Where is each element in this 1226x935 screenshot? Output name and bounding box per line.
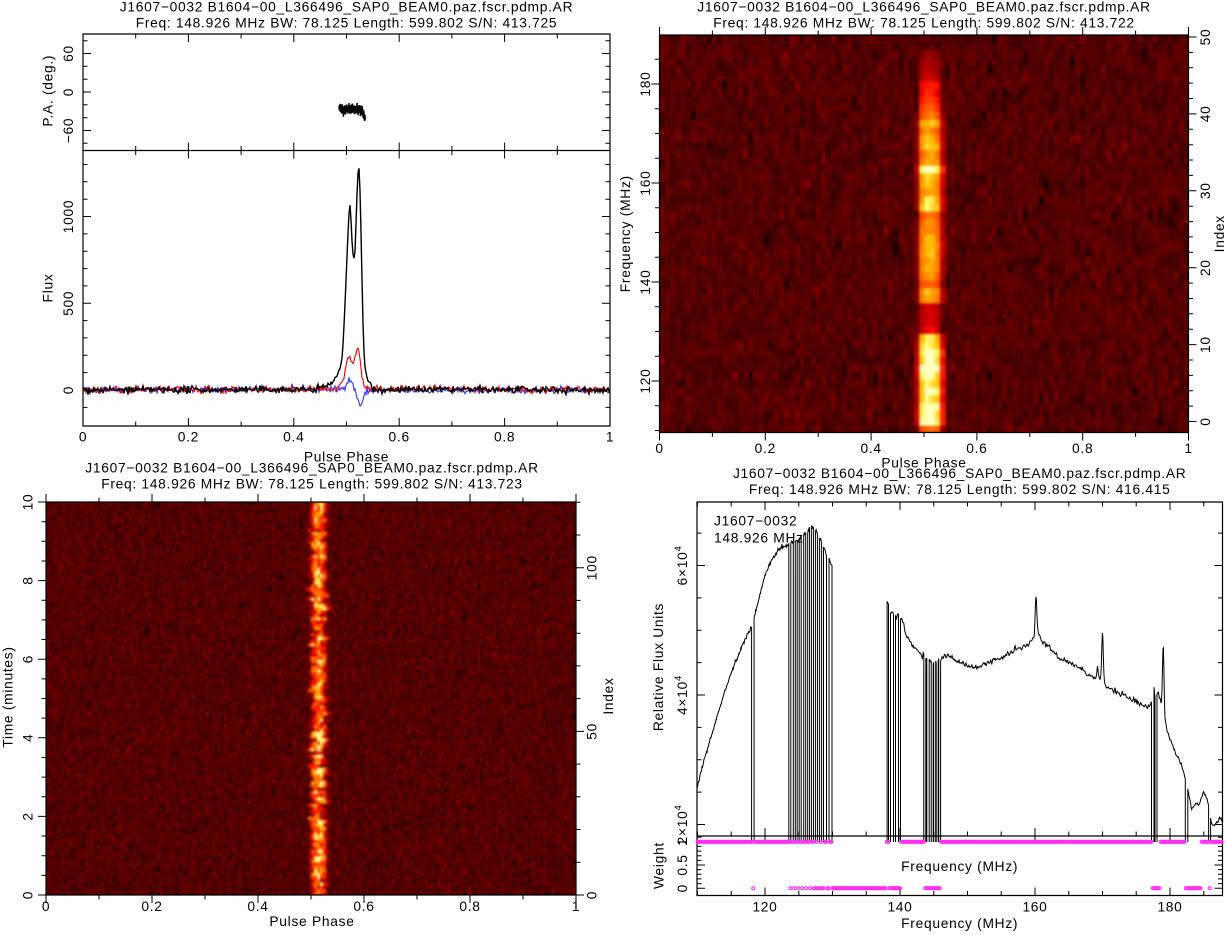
svg-text:1: 1: [572, 899, 580, 914]
svg-text:−60: −60: [61, 118, 76, 144]
svg-text:140: 140: [638, 269, 653, 294]
svg-text:Frequency (MHz): Frequency (MHz): [901, 859, 1018, 874]
svg-text:0.2: 0.2: [141, 899, 162, 914]
svg-text:60: 60: [61, 45, 76, 62]
svg-text:J1607−0032 B1604−00_L366496_SA: J1607−0032 B1604−00_L366496_SAP0_BEAM0.p…: [697, 0, 1150, 15]
svg-text:0.4: 0.4: [860, 441, 881, 456]
svg-text:160: 160: [1022, 900, 1047, 915]
svg-text:0: 0: [21, 891, 36, 899]
svg-text:0.8: 0.8: [1072, 441, 1093, 456]
svg-text:0.2: 0.2: [178, 430, 199, 445]
svg-text:100: 100: [585, 555, 600, 580]
svg-text:0: 0: [1198, 417, 1213, 425]
svg-text:50: 50: [585, 723, 600, 740]
svg-text:180: 180: [1157, 900, 1182, 915]
svg-text:120: 120: [752, 900, 777, 915]
svg-text:8: 8: [21, 576, 36, 584]
svg-text:2×104: 2×104: [673, 805, 690, 845]
svg-text:50: 50: [1198, 29, 1213, 46]
svg-text:4: 4: [21, 734, 36, 742]
svg-text:J1607−0032: J1607−0032: [714, 514, 797, 529]
svg-text:10: 10: [1198, 336, 1213, 353]
svg-text:148.926 MHz: 148.926 MHz: [714, 531, 804, 546]
svg-text:0: 0: [585, 891, 600, 899]
svg-text:0.6: 0.6: [389, 430, 410, 445]
svg-text:J1607−0032 B1604−00_L366496_SA: J1607−0032 B1604−00_L366496_SAP0_BEAM0.p…: [733, 466, 1186, 481]
svg-text:Pulse Phase: Pulse Phase: [881, 456, 966, 471]
svg-text:30: 30: [1198, 182, 1213, 199]
svg-text:0.5: 0.5: [675, 854, 690, 875]
svg-text:0: 0: [61, 386, 76, 394]
svg-text:0: 0: [61, 88, 76, 96]
svg-text:0.6: 0.6: [353, 899, 374, 914]
svg-text:Index: Index: [1212, 215, 1226, 252]
svg-text:Pulse Phase: Pulse Phase: [304, 450, 389, 465]
svg-text:2: 2: [21, 812, 36, 820]
svg-text:20: 20: [1198, 259, 1213, 276]
svg-text:0.4: 0.4: [247, 899, 268, 914]
svg-text:40: 40: [1198, 106, 1213, 123]
svg-text:120: 120: [638, 368, 653, 393]
svg-text:Time (minutes): Time (minutes): [1, 646, 16, 747]
svg-text:Freq: 148.926 MHz BW: 78.125 L: Freq: 148.926 MHz BW: 78.125 Length: 599…: [101, 477, 523, 492]
svg-text:160: 160: [638, 170, 653, 195]
svg-text:0.4: 0.4: [283, 430, 304, 445]
svg-text:1: 1: [1184, 441, 1192, 456]
svg-text:P.A. (deg.): P.A. (deg.): [41, 55, 56, 127]
svg-text:1: 1: [675, 838, 690, 846]
svg-text:Frequency (MHz): Frequency (MHz): [618, 175, 633, 292]
svg-text:0: 0: [79, 430, 87, 445]
svg-text:Freq: 148.926 MHz BW: 78.125 L: Freq: 148.926 MHz BW: 78.125 Length: 599…: [136, 16, 558, 31]
svg-text:J1607−0032 B1604−00_L366496_SA: J1607−0032 B1604−00_L366496_SAP0_BEAM0.p…: [85, 461, 538, 476]
svg-text:Index: Index: [601, 677, 616, 714]
svg-text:10: 10: [21, 494, 36, 511]
svg-text:180: 180: [638, 71, 653, 96]
svg-text:Relative Flux Units: Relative Flux Units: [651, 603, 666, 731]
svg-text:0.8: 0.8: [494, 430, 515, 445]
svg-text:J1607−0032 B1604−00_L366496_SA: J1607−0032 B1604−00_L366496_SAP0_BEAM0.p…: [120, 0, 573, 15]
svg-text:1000: 1000: [61, 200, 76, 234]
svg-text:Pulse Phase: Pulse Phase: [269, 914, 354, 929]
svg-text:0.8: 0.8: [459, 899, 480, 914]
svg-text:0: 0: [655, 441, 663, 456]
svg-text:6: 6: [21, 655, 36, 663]
svg-text:0: 0: [42, 899, 50, 914]
svg-text:1: 1: [606, 430, 614, 445]
svg-text:140: 140: [887, 900, 912, 915]
svg-text:Weight: Weight: [652, 842, 667, 889]
svg-text:0.2: 0.2: [755, 441, 776, 456]
svg-text:Frequency (MHz): Frequency (MHz): [901, 916, 1018, 931]
svg-text:Freq: 148.926 MHz BW: 78.125 L: Freq: 148.926 MHz BW: 78.125 Length: 599…: [713, 16, 1135, 31]
svg-text:Flux: Flux: [41, 274, 56, 303]
svg-text:0.6: 0.6: [966, 441, 987, 456]
svg-text:Freq: 148.926 MHz BW: 78.125 L: Freq: 148.926 MHz BW: 78.125 Length: 599…: [749, 482, 1171, 497]
svg-text:4×104: 4×104: [673, 675, 690, 715]
svg-text:6×104: 6×104: [673, 546, 690, 586]
svg-text:500: 500: [61, 291, 76, 316]
svg-text:0: 0: [675, 884, 690, 892]
